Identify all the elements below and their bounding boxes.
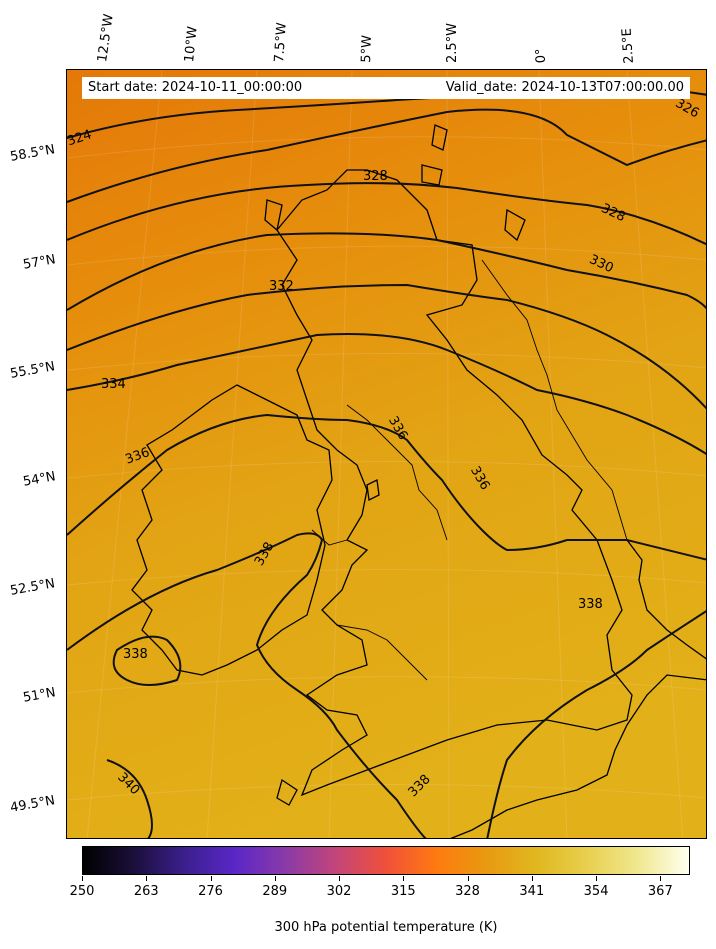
colorbar-tick <box>82 876 83 881</box>
lon-label-12-5w: 12.5°W <box>95 13 117 64</box>
colorbar-tick <box>596 876 598 881</box>
colorbar-tick <box>339 876 341 881</box>
contours <box>67 87 706 838</box>
colorbar <box>82 846 690 875</box>
colorbar-tick <box>660 876 662 881</box>
contour-label: 332 <box>269 279 294 294</box>
lon-label-2-5w: 2.5°W <box>445 22 460 63</box>
contour-label: 338 <box>123 647 148 662</box>
lon-label-7-5w: 7.5°W <box>272 22 290 63</box>
colorbar-tick <box>210 876 212 881</box>
lat-label-51n: 51°N <box>21 685 57 706</box>
colorbar-tick-label: 289 <box>262 884 288 899</box>
lat-label-57n: 57°N <box>21 252 57 273</box>
potential-temperature-map: 324 326 328 328 330 332 334 336 336 336 … <box>67 70 706 838</box>
colorbar-tick <box>467 876 469 881</box>
lat-label-54n: 54°N <box>21 469 57 490</box>
lat-label-58-5n: 58.5°N <box>9 142 57 165</box>
colorbar-tick-label: 328 <box>455 884 480 899</box>
temperature-field <box>67 70 706 838</box>
lon-label-0: 0° <box>533 48 549 64</box>
valid-date-text: Valid_date: 2024-10-13T07:00:00.00 <box>445 80 684 95</box>
contour-label: 334 <box>101 377 126 392</box>
colorbar-tick-label: 276 <box>198 884 223 899</box>
colorbar-tick-label: 367 <box>647 884 673 899</box>
colorbar-tick-label: 302 <box>326 884 352 899</box>
lon-label-2-5e: 2.5°E <box>619 27 637 65</box>
lon-label-10w: 10°W <box>182 25 201 64</box>
colorbar-tick <box>531 876 533 881</box>
map-panel: 324 326 328 328 330 332 334 336 336 336 … <box>66 69 707 839</box>
colorbar-tick-label: 263 <box>133 884 159 899</box>
date-info-box: Start date: 2024-10-11_00:00:00 Valid_da… <box>82 77 690 99</box>
contour-label: 338 <box>578 597 603 612</box>
colorbar-tick-label: 341 <box>519 884 545 899</box>
colorbar-tick <box>403 876 405 881</box>
colorbar-tick-label: 315 <box>390 884 416 899</box>
lat-label-52-5n: 52.5°N <box>9 576 57 599</box>
colorbar-label: 300 hPa potential temperature (K) <box>274 920 498 935</box>
lon-label-5w: 5°W <box>359 34 375 63</box>
lat-label-49-5n: 49.5°N <box>9 793 57 816</box>
start-date-text: Start date: 2024-10-11_00:00:00 <box>88 80 303 95</box>
colorbar-tick-label: 250 <box>69 884 95 899</box>
lat-label-55-5n: 55.5°N <box>9 359 57 382</box>
colorbar-tick-label: 354 <box>583 884 609 899</box>
contour-label: 328 <box>363 169 388 184</box>
coastlines <box>131 124 706 838</box>
colorbar-tick <box>274 876 276 881</box>
contour-labels: 324 326 328 328 330 332 334 336 336 336 … <box>67 96 702 800</box>
colorbar-tick <box>146 876 148 881</box>
